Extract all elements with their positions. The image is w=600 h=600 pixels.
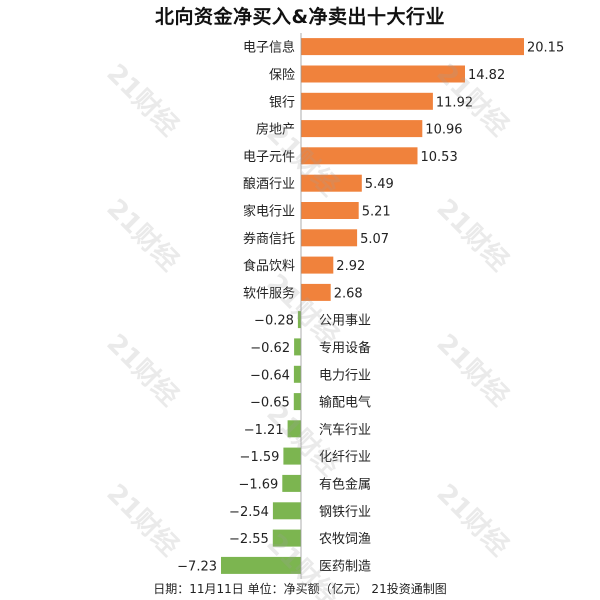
category-label-15: 汽车行业	[319, 422, 371, 438]
category-label-5: 电子元件	[243, 150, 295, 165]
category-label-1: 电子信息	[243, 40, 295, 56]
bar-2	[301, 65, 465, 83]
value-label-7: 5.21	[362, 205, 391, 220]
bar-6	[301, 174, 362, 192]
bar-11	[297, 311, 301, 329]
bar-12	[294, 338, 301, 356]
value-label-17: −1.69	[238, 477, 278, 492]
value-label-13: −0.64	[250, 368, 290, 383]
value-label-11: −0.28	[254, 314, 294, 329]
bar-5	[301, 147, 418, 165]
bar-17	[282, 474, 301, 492]
value-label-4: 10.96	[425, 123, 462, 138]
value-label-2: 14.82	[468, 68, 505, 83]
category-label-2: 保险	[269, 68, 295, 83]
chart-footer-note: 日期：11月11日 单位：净买额（亿元） 21投资通制图	[153, 582, 447, 596]
value-label-5: 10.53	[421, 150, 458, 165]
category-label-17: 有色金属	[319, 476, 371, 492]
category-label-3: 银行	[269, 95, 295, 110]
category-label-6: 酿酒行业	[243, 176, 295, 192]
bar-19	[272, 529, 301, 547]
bar-15	[287, 420, 301, 438]
category-label-11: 公用事业	[319, 314, 371, 329]
category-label-18: 钢铁行业	[319, 505, 371, 520]
bar-16	[283, 447, 301, 465]
bar-1	[301, 38, 524, 56]
category-label-7: 家电行业	[243, 204, 295, 220]
category-label-12: 专用设备	[319, 340, 371, 356]
value-label-12: −0.62	[250, 341, 290, 356]
chart-title: 北向资金净买入&净卖出十大行业	[154, 6, 446, 28]
bar-14	[293, 393, 301, 411]
bar-7	[301, 202, 359, 219]
value-label-10: 2.68	[334, 286, 363, 301]
category-label-9: 食品饮料	[243, 258, 295, 274]
category-label-16: 化纤行业	[319, 450, 371, 465]
value-label-8: 5.07	[360, 232, 389, 247]
bar-18	[272, 502, 301, 520]
value-label-1: 20.15	[527, 41, 564, 56]
category-label-13: 电力行业	[319, 368, 371, 383]
category-label-19: 农牧饲渔	[319, 532, 371, 547]
bar-8	[301, 229, 358, 247]
bar-20	[221, 556, 301, 574]
value-label-3: 11.92	[436, 95, 473, 110]
bar-3	[301, 92, 433, 110]
category-label-20: 医药制造	[319, 559, 371, 574]
bar-4	[301, 120, 423, 138]
bar-9	[301, 256, 334, 274]
value-label-9: 2.92	[336, 259, 365, 274]
value-label-15: −1.21	[244, 423, 284, 438]
bar-10	[301, 283, 331, 301]
value-label-6: 5.49	[365, 177, 394, 192]
value-label-14: −0.65	[250, 396, 290, 411]
category-label-8: 券商信托	[243, 231, 295, 247]
category-label-14: 输配电气	[319, 395, 371, 411]
value-label-18: −2.54	[229, 505, 269, 520]
value-label-16: −1.59	[240, 450, 280, 465]
value-label-20: −7.23	[177, 559, 217, 574]
category-label-4: 房地产	[256, 122, 295, 138]
bar-13	[293, 365, 301, 383]
category-label-10: 软件服务	[243, 285, 295, 301]
value-label-19: −2.55	[229, 532, 269, 547]
